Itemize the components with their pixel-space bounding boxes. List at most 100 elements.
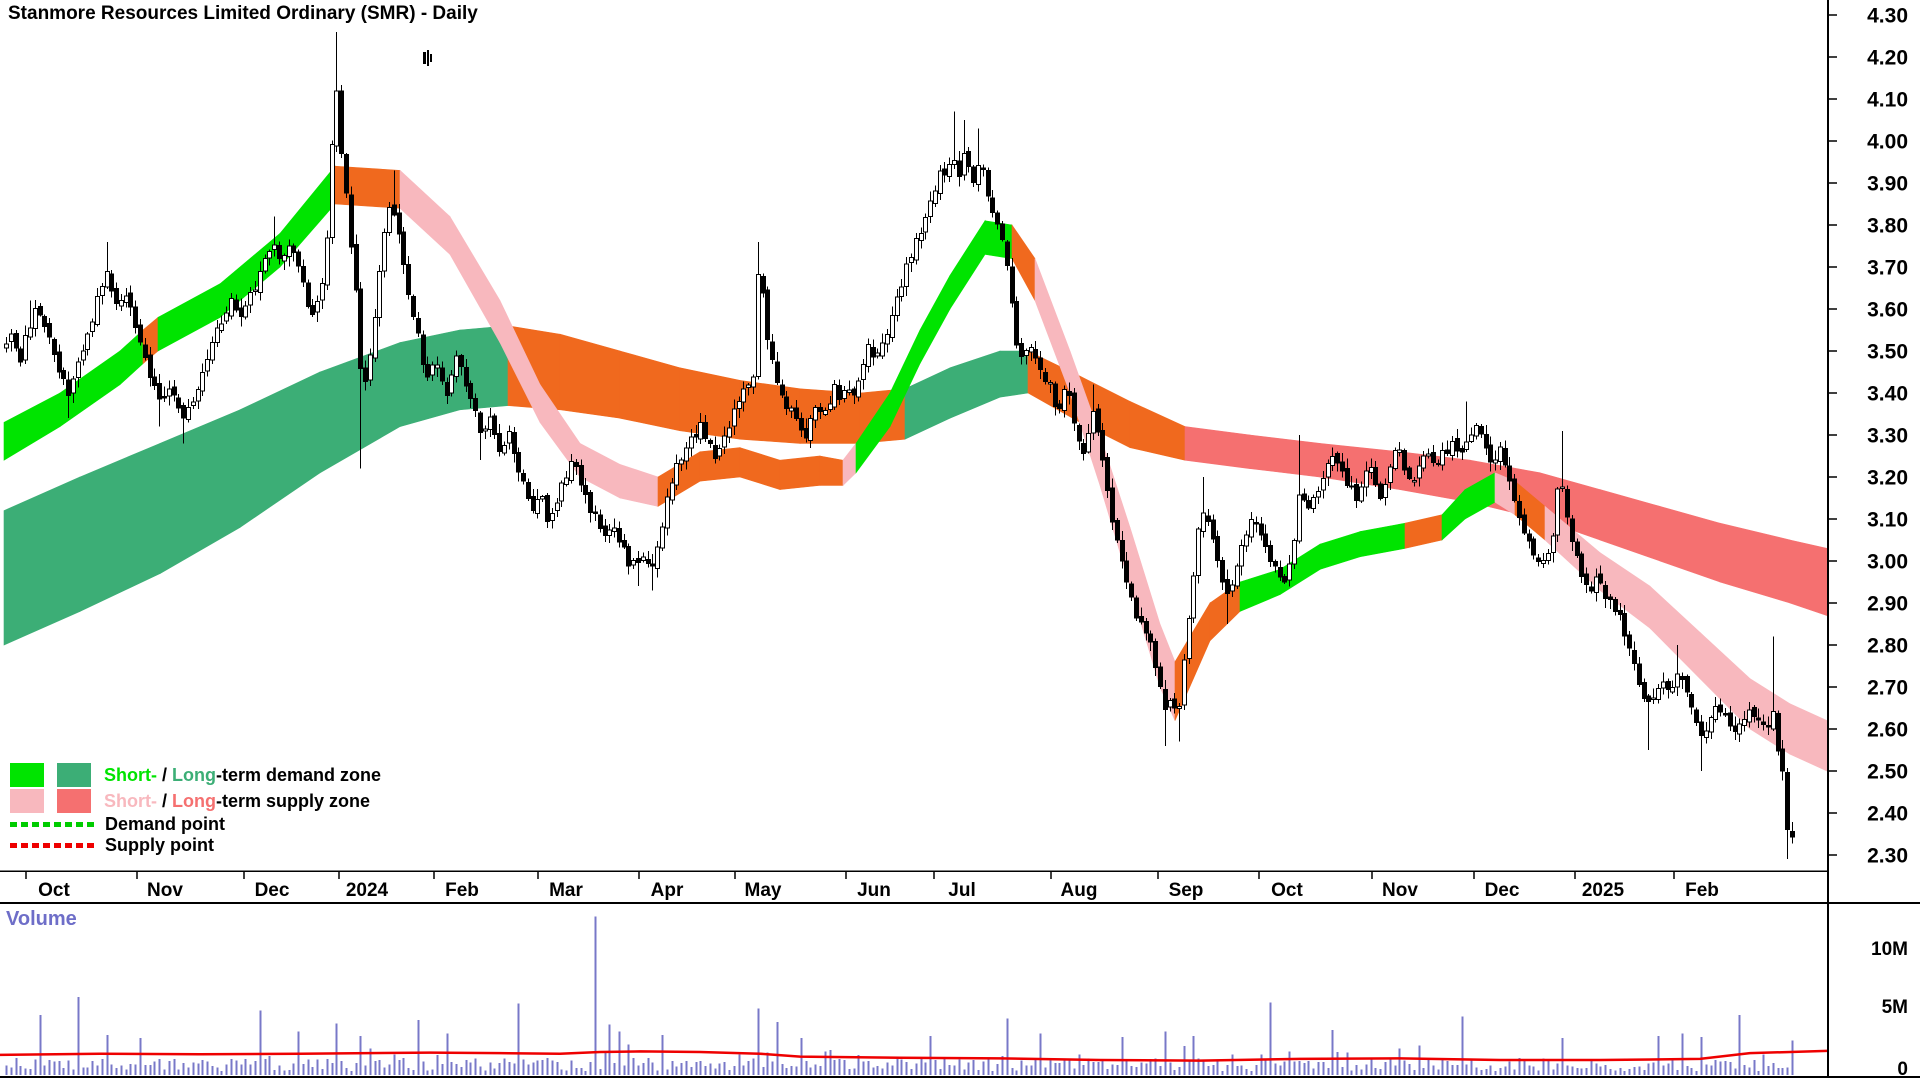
candle-body xyxy=(1713,705,1718,720)
candle-body xyxy=(521,473,526,482)
candle-body xyxy=(1790,831,1795,838)
candle-body xyxy=(885,334,890,345)
candle-body xyxy=(1388,466,1393,484)
candle-body xyxy=(478,412,483,433)
candle-body xyxy=(157,382,162,400)
candle-body xyxy=(928,200,933,217)
month-tick-label: May xyxy=(745,880,782,901)
month-tick-label: Feb xyxy=(1685,880,1719,901)
volume-bar xyxy=(1547,1060,1550,1075)
volume-bar xyxy=(1686,1066,1689,1075)
candle-body xyxy=(1182,659,1187,706)
short-supply-zone-swatch xyxy=(10,789,44,813)
candlesticks xyxy=(4,90,1795,838)
long-term-zone-band-segment xyxy=(3,476,81,646)
volume-bar xyxy=(709,1063,712,1075)
candle-body xyxy=(603,525,608,537)
volume-bar xyxy=(565,1070,568,1075)
candle-body xyxy=(1661,681,1666,689)
candle-body xyxy=(871,346,876,358)
candle-body xyxy=(1555,488,1560,536)
volume-bar xyxy=(532,1062,535,1075)
candle-body xyxy=(694,434,699,438)
candle-body xyxy=(373,316,378,359)
volume-bar xyxy=(560,1069,563,1075)
price-tick-label: 2.90 xyxy=(1867,593,1908,616)
candle-body xyxy=(761,275,766,294)
candle-body xyxy=(1450,441,1455,457)
candle-body xyxy=(1608,596,1613,600)
volume-bar xyxy=(1384,1061,1387,1075)
price-tick-label: 2.50 xyxy=(1867,761,1908,784)
candle-body xyxy=(1029,346,1034,353)
volume-bar xyxy=(948,1064,951,1075)
candle-body xyxy=(363,367,368,382)
long-term-zone-band-segment xyxy=(239,371,321,528)
candle-body xyxy=(559,482,564,502)
volume-bar xyxy=(958,1059,961,1075)
short-term-zone-band-segment xyxy=(3,392,61,461)
candle-body xyxy=(229,298,234,317)
candle-body xyxy=(1292,540,1297,565)
volume-bar xyxy=(1470,1058,1473,1075)
candle-body xyxy=(622,540,627,548)
short-term-zone-band-segment xyxy=(1239,568,1281,612)
volume-bar xyxy=(1595,1063,1598,1075)
short-term-zone-band-segment xyxy=(1011,224,1036,301)
legend-row-supply-zone: Short- / Long-term supply zone xyxy=(10,788,381,814)
candle-body xyxy=(33,307,38,329)
volume-bar xyxy=(1212,1064,1215,1075)
candle-body xyxy=(224,312,229,322)
candle-body xyxy=(646,558,651,565)
volume-bar xyxy=(316,1059,319,1075)
volume-bar xyxy=(867,1061,870,1075)
candle-body xyxy=(440,367,445,382)
candle-body xyxy=(1330,455,1335,467)
candle-body xyxy=(421,334,426,365)
candle-body xyxy=(1512,478,1517,501)
candle-body xyxy=(1598,573,1603,584)
volume-bar xyxy=(1365,1064,1368,1075)
candle-body xyxy=(962,153,967,176)
volume-bar xyxy=(1092,1061,1095,1075)
volume-bar xyxy=(1236,1065,1239,1075)
candle-body xyxy=(1469,434,1474,442)
volume-bar xyxy=(718,1063,721,1075)
legend-supply-zone-label: Short- / Long-term supply zone xyxy=(104,791,370,812)
candle-body xyxy=(1086,433,1091,453)
candle-body xyxy=(507,431,512,444)
volume-bar xyxy=(929,1035,932,1075)
candle-body xyxy=(243,305,248,318)
candle-body xyxy=(1474,425,1479,437)
volume-bar xyxy=(1288,1051,1291,1075)
volume-bar xyxy=(680,1062,683,1075)
candle-body xyxy=(1019,342,1024,358)
volume-bar xyxy=(1743,1065,1746,1075)
volume-bar xyxy=(785,1068,788,1075)
candle-body xyxy=(425,363,430,378)
volume-bar xyxy=(685,1060,688,1075)
candle-body xyxy=(1268,545,1273,562)
volume-bar xyxy=(1135,1066,1138,1075)
candle-body xyxy=(904,263,909,288)
candle-body xyxy=(1235,565,1240,587)
volume-bar xyxy=(1279,1065,1282,1075)
volume-bar xyxy=(910,1068,913,1075)
volume-bar xyxy=(733,1066,736,1075)
candle-body xyxy=(1335,453,1340,464)
volume-bar xyxy=(120,1065,123,1075)
candle-body xyxy=(1306,499,1311,509)
volume-bar xyxy=(1130,1065,1133,1075)
volume-bar xyxy=(1585,1068,1588,1075)
candle-body xyxy=(569,460,574,481)
volume-bar xyxy=(1767,1065,1770,1075)
candle-body xyxy=(1316,490,1321,498)
candle-body xyxy=(1211,519,1216,540)
legend-supply-sep: / xyxy=(157,790,173,811)
volume-bar xyxy=(1058,1062,1061,1075)
long-demand-zone-swatch xyxy=(57,763,91,787)
candle-body xyxy=(847,389,852,393)
volume-bar xyxy=(671,1061,674,1075)
volume-bar xyxy=(67,1060,70,1075)
